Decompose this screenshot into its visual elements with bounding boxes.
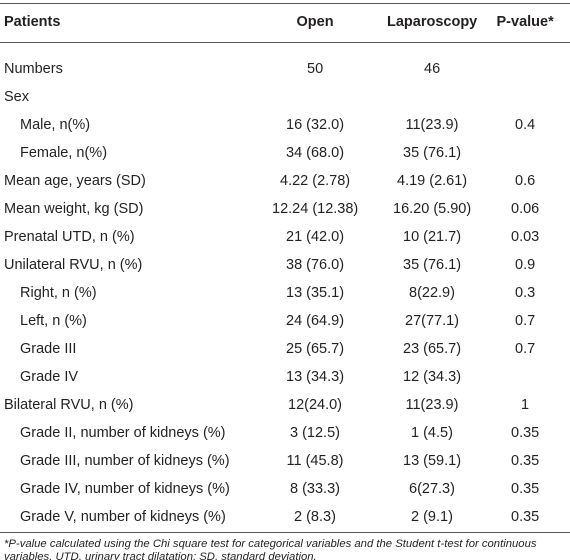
cell-value: 0.7 [515, 313, 536, 329]
header-cell: Patients [4, 14, 61, 30]
cell-value: 0.35 [511, 425, 540, 441]
row-label: Unilateral RVU, n (%) [4, 257, 143, 273]
cell-value: 35 (76.1) [403, 257, 462, 273]
cell-value: 0.03 [511, 229, 540, 245]
row-label: Left, n (%) [20, 313, 87, 329]
row-label: Right, n (%) [20, 285, 97, 301]
cell-value: 12.24 (12.38) [272, 201, 359, 217]
cell-value: 27(77.1) [405, 313, 460, 329]
cell-value: 46 [424, 61, 441, 77]
cell-value: 35 (76.1) [403, 145, 462, 161]
header-cell: Open [296, 14, 334, 30]
cell-value: 16 (32.0) [286, 117, 345, 133]
cell-value: 12 (34.3) [403, 369, 462, 385]
row-label: Grade V, number of kidneys (%) [20, 509, 226, 525]
cell-value: 23 (65.7) [403, 341, 462, 357]
cell-value: 21 (42.0) [286, 229, 345, 245]
row-label: Grade IV [20, 369, 79, 385]
row-label: Sex [4, 89, 29, 105]
row-label: Male, n(%) [20, 117, 91, 133]
cell-value: 0.9 [515, 257, 536, 273]
header-cell: P-value* [496, 14, 554, 30]
cell-value: 12(24.0) [288, 397, 343, 413]
row-label: Female, n(%) [20, 145, 108, 161]
cell-value: 2 (9.1) [411, 509, 453, 525]
cell-value: 4.19 (2.61) [397, 173, 468, 189]
row-label: Bilateral RVU, n (%) [4, 397, 134, 413]
cell-value: 6(27.3) [409, 481, 455, 497]
row-label: Grade II, number of kidneys (%) [20, 425, 226, 441]
cell-value: 4.22 (2.78) [280, 173, 351, 189]
cell-value: 8 (33.3) [290, 481, 340, 497]
cell-value: 50 [307, 61, 324, 77]
cell-value: 8(22.9) [409, 285, 455, 301]
cell-value: 0.6 [515, 173, 536, 189]
cell-value: 25 (65.7) [286, 341, 345, 357]
row-label: Numbers [4, 61, 63, 77]
cell-value: 11 (45.8) [286, 453, 344, 469]
header-rule [0, 42, 570, 43]
row-label: Grade IV, number of kidneys (%) [20, 481, 230, 497]
row-label: Grade III [20, 341, 77, 357]
footnote: *P-value calculated using the Chi square… [4, 538, 537, 560]
header-cell: Laparoscopy [387, 14, 478, 30]
cell-value: 34 (68.0) [286, 145, 345, 161]
cell-value: 0.06 [511, 201, 540, 217]
cell-value: 0.35 [511, 481, 540, 497]
cell-value: 11(23.9) [405, 397, 459, 413]
cell-value: 13 (59.1) [403, 453, 462, 469]
cell-value: 0.35 [511, 509, 540, 525]
cell-value: 38 (76.0) [286, 257, 345, 273]
cell-value: 0.35 [511, 453, 540, 469]
cell-value: 13 (35.1) [286, 285, 345, 301]
cell-value: 16.20 (5.90) [393, 201, 472, 217]
cell-value: 1 (4.5) [411, 425, 453, 441]
cell-value: 0.4 [515, 117, 536, 133]
cell-value: 10 (21.7) [403, 229, 462, 245]
cell-value: 2 (8.3) [294, 509, 336, 525]
cell-value: 3 (12.5) [290, 425, 340, 441]
row-label: Prenatal UTD, n (%) [4, 229, 135, 245]
bottom-rule [0, 532, 570, 533]
row-label: Mean weight, kg (SD) [4, 201, 144, 217]
cell-value: 24 (64.9) [286, 313, 345, 329]
row-label: Mean age, years (SD) [4, 173, 146, 189]
row-label: Grade III, number of kidneys (%) [20, 453, 230, 469]
cell-value: 0.3 [515, 285, 536, 301]
cell-value: 1 [521, 397, 530, 413]
cell-value: 0.7 [515, 341, 536, 357]
top-rule [0, 3, 570, 4]
cell-value: 11(23.9) [405, 117, 459, 133]
cell-value: 13 (34.3) [286, 369, 345, 385]
